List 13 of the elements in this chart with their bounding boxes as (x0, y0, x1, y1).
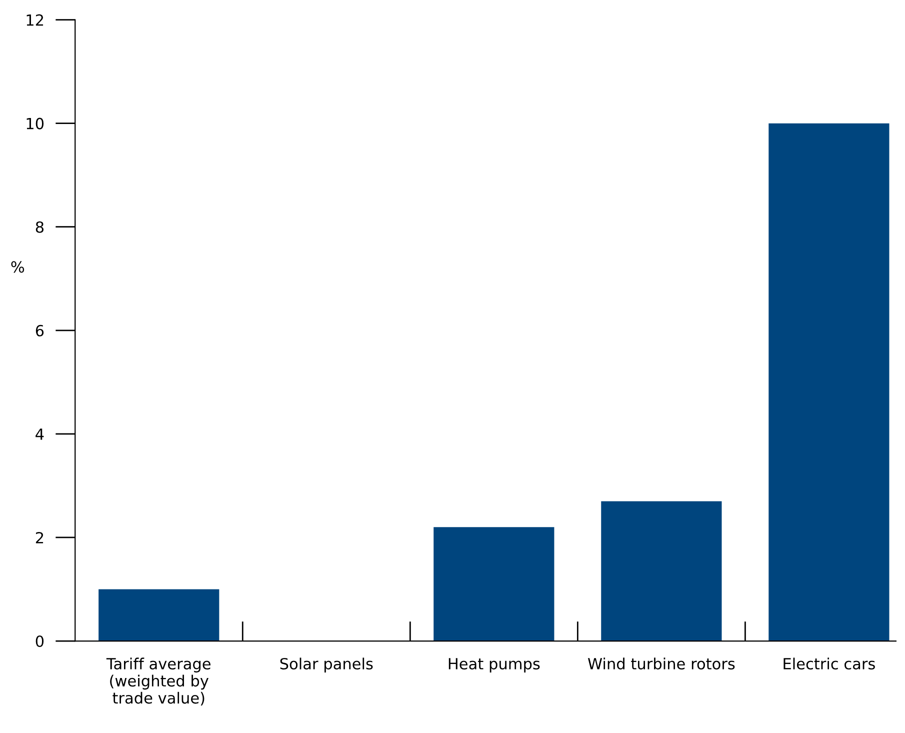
y-tick-label: 12 (26, 14, 44, 26)
x-tick-label: Heat pumps (448, 658, 540, 672)
x-tick-label: Tariff average (weighted by trade value) (106, 658, 210, 706)
y-tick-label: 0 (36, 635, 44, 648)
y-tick-label: 6 (36, 324, 44, 336)
y-tick-label: 10 (26, 118, 44, 130)
x-tick-label: Electric cars (784, 658, 875, 670)
y-tick-label: 8 (36, 221, 44, 233)
y-tick-label: 4 (36, 428, 44, 440)
y-axis-title: % (11, 261, 24, 273)
x-tick-label: Solar panels (280, 658, 373, 672)
x-tick-label: Wind turbine rotors (588, 658, 735, 670)
y-tick-label: 2 (36, 532, 44, 544)
